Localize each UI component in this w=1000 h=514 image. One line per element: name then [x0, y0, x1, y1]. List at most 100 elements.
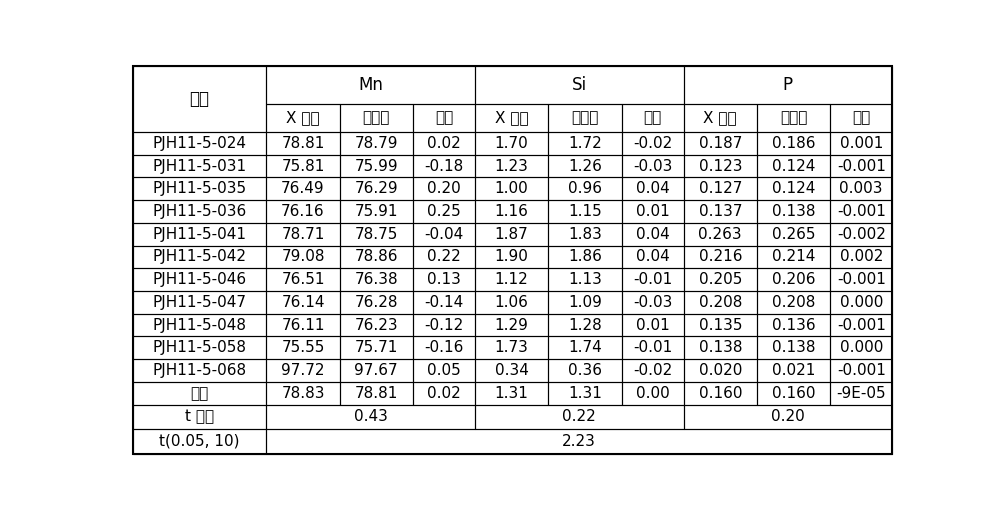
Bar: [340, 246, 413, 268]
Text: -0.03: -0.03: [633, 159, 672, 174]
Bar: [548, 223, 622, 246]
Text: 78.86: 78.86: [355, 249, 398, 264]
Text: 0.216: 0.216: [699, 249, 742, 264]
Bar: [757, 104, 830, 132]
Text: 0.127: 0.127: [699, 181, 742, 196]
Text: 1.83: 1.83: [568, 227, 602, 242]
Text: -0.02: -0.02: [633, 363, 672, 378]
Bar: [830, 337, 892, 359]
Text: 1.73: 1.73: [495, 340, 529, 355]
Bar: [830, 104, 892, 132]
Text: 75.91: 75.91: [355, 204, 398, 219]
Bar: [622, 268, 684, 291]
Text: PJH11-5-058: PJH11-5-058: [153, 340, 247, 355]
Text: PJH11-5-035: PJH11-5-035: [152, 181, 247, 196]
Text: 化学法: 化学法: [780, 111, 807, 125]
Text: t(0.05, 10): t(0.05, 10): [159, 434, 240, 449]
Bar: [830, 382, 892, 405]
Text: PJH11-5-036: PJH11-5-036: [152, 204, 247, 219]
Text: 0.205: 0.205: [699, 272, 742, 287]
Bar: [684, 382, 757, 405]
Text: -0.001: -0.001: [837, 204, 886, 219]
Bar: [548, 337, 622, 359]
Bar: [266, 314, 340, 337]
Bar: [340, 155, 413, 177]
Bar: [413, 359, 475, 382]
Text: -0.001: -0.001: [837, 318, 886, 333]
Text: PJH11-5-031: PJH11-5-031: [152, 159, 247, 174]
Bar: [340, 104, 413, 132]
Bar: [757, 337, 830, 359]
Text: 1.23: 1.23: [495, 159, 529, 174]
Bar: [622, 223, 684, 246]
Bar: [684, 177, 757, 200]
Text: 1.00: 1.00: [495, 181, 529, 196]
Text: 0.25: 0.25: [427, 204, 461, 219]
Text: 0.36: 0.36: [568, 363, 602, 378]
Bar: [622, 200, 684, 223]
Text: 0.001: 0.001: [840, 136, 883, 151]
Text: 0.20: 0.20: [427, 181, 461, 196]
Text: 76.14: 76.14: [281, 295, 325, 310]
Bar: [548, 132, 622, 155]
Text: -0.001: -0.001: [837, 159, 886, 174]
Text: -0.12: -0.12: [424, 318, 464, 333]
Bar: [133, 132, 266, 155]
Bar: [475, 155, 548, 177]
Bar: [340, 291, 413, 314]
Text: -0.03: -0.03: [633, 295, 672, 310]
Bar: [757, 268, 830, 291]
Text: 0.02: 0.02: [427, 136, 461, 151]
Bar: [757, 246, 830, 268]
Text: 1.09: 1.09: [568, 295, 602, 310]
Bar: [266, 291, 340, 314]
Text: 0.124: 0.124: [772, 181, 815, 196]
Text: 78.83: 78.83: [281, 386, 325, 401]
Bar: [266, 382, 340, 405]
Bar: [413, 132, 475, 155]
Text: 1.06: 1.06: [495, 295, 529, 310]
Bar: [133, 314, 266, 337]
Bar: [830, 155, 892, 177]
Bar: [340, 382, 413, 405]
Bar: [475, 177, 548, 200]
Text: 0.206: 0.206: [772, 272, 815, 287]
Text: 0.160: 0.160: [772, 386, 815, 401]
Bar: [475, 132, 548, 155]
Bar: [622, 132, 684, 155]
Bar: [266, 223, 340, 246]
Bar: [413, 200, 475, 223]
Bar: [133, 246, 266, 268]
Text: 0.186: 0.186: [772, 136, 815, 151]
Bar: [340, 268, 413, 291]
Text: 化学法: 化学法: [363, 111, 390, 125]
Bar: [622, 314, 684, 337]
Text: P: P: [783, 76, 793, 94]
Bar: [830, 314, 892, 337]
Bar: [475, 291, 548, 314]
Bar: [133, 200, 266, 223]
Text: PJH11-5-042: PJH11-5-042: [153, 249, 247, 264]
Bar: [340, 337, 413, 359]
Bar: [548, 104, 622, 132]
Text: t 统计: t 统计: [185, 409, 214, 425]
Bar: [830, 291, 892, 314]
Bar: [548, 246, 622, 268]
Text: 78.79: 78.79: [355, 136, 398, 151]
Text: 75.71: 75.71: [355, 340, 398, 355]
Bar: [684, 132, 757, 155]
Text: PJH11-5-046: PJH11-5-046: [152, 272, 247, 287]
Bar: [684, 291, 757, 314]
Text: 1.13: 1.13: [568, 272, 602, 287]
Bar: [548, 177, 622, 200]
Bar: [548, 359, 622, 382]
Bar: [684, 246, 757, 268]
Text: 0.04: 0.04: [636, 181, 669, 196]
Text: 0.020: 0.020: [699, 363, 742, 378]
Bar: [757, 359, 830, 382]
Text: 0.214: 0.214: [772, 249, 815, 264]
Text: 0.135: 0.135: [699, 318, 742, 333]
Text: 78.71: 78.71: [281, 227, 325, 242]
Text: 1.90: 1.90: [495, 249, 529, 264]
Text: 79.08: 79.08: [281, 249, 325, 264]
